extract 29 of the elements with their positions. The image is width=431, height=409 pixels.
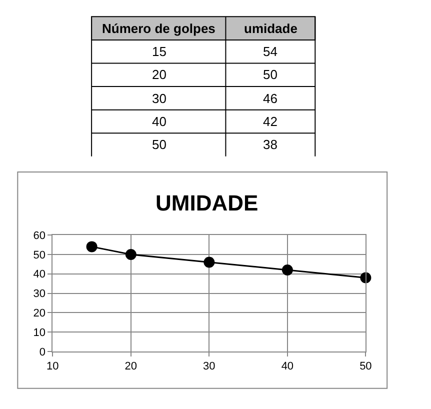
point: [204, 256, 215, 268]
y-tick-label: 50: [33, 249, 46, 262]
y-tick-label: 10: [33, 326, 46, 339]
text: umidade: [244, 21, 298, 36]
text: 30: [152, 91, 166, 106]
text: 38: [263, 137, 278, 152]
text: 50: [263, 67, 278, 82]
y-tick-label: 60: [33, 230, 46, 242]
x-tick-label: 40: [281, 360, 294, 373]
text: Número de golpes: [102, 21, 216, 36]
x-tick-label: 10: [46, 360, 59, 373]
y-tick-label: 30: [33, 288, 46, 300]
chart-title: UMIDADE: [156, 190, 258, 216]
text: 40: [152, 114, 166, 129]
x-tick-label: 30: [203, 360, 216, 373]
point: [86, 241, 98, 252]
text: 42: [263, 114, 278, 129]
text: 50: [152, 137, 166, 152]
text: 46: [263, 91, 278, 106]
x-tick-label: 50: [360, 360, 372, 373]
x-tick-label: 20: [124, 360, 138, 373]
y-tick-label: 40: [33, 268, 46, 281]
text: 15: [152, 44, 166, 59]
text: 54: [263, 44, 278, 59]
point: [125, 248, 136, 260]
text: 20: [152, 67, 166, 82]
point: [282, 264, 293, 276]
y-tick-label: 0: [39, 346, 46, 358]
y-tick-label: 20: [33, 308, 46, 320]
